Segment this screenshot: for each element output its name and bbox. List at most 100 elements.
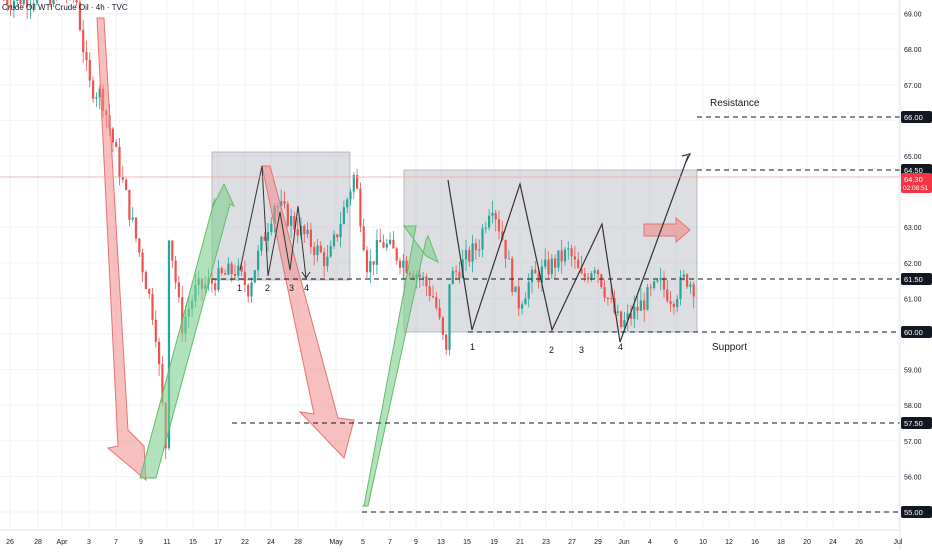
candle-body (604, 287, 606, 298)
resistance-label: Resistance (710, 98, 760, 109)
time-tick: 18 (777, 539, 785, 546)
candle-body (373, 261, 375, 265)
candle-body (366, 250, 368, 272)
time-tick: 4 (648, 539, 652, 546)
candle-body (89, 60, 91, 80)
candle-body (439, 308, 441, 318)
candle-body (283, 201, 285, 203)
candle-body (577, 260, 579, 269)
candle-body (224, 273, 226, 274)
right-count-3: 3 (579, 345, 584, 355)
chart-title: Crude Oil WTI Crude Oil · 4h · TVC (2, 3, 128, 12)
candle-body (313, 247, 315, 255)
time-tick: 21 (516, 539, 524, 546)
candle-body (382, 242, 384, 247)
candle-body (544, 260, 546, 267)
candle-body (511, 258, 513, 292)
candle-body (396, 248, 398, 260)
time-tick: Apr (57, 539, 69, 546)
candle-body (485, 227, 487, 228)
price-tick: 67.00 (904, 83, 922, 90)
candle-body (521, 304, 523, 308)
candle-body (551, 258, 553, 274)
time-tick: 23 (542, 539, 550, 546)
candle-body (660, 278, 662, 281)
candle-body (653, 281, 655, 287)
candle-body (320, 246, 322, 253)
candle-body (128, 190, 130, 220)
candle-body (231, 264, 233, 274)
candle-body (432, 296, 434, 297)
badge-66: 66.00 (904, 113, 923, 122)
support-label: Support (712, 342, 747, 353)
candle-body (679, 277, 681, 299)
candle-body (534, 270, 536, 274)
candle-body (267, 232, 269, 241)
candle-body (472, 243, 474, 261)
candle-body (574, 256, 576, 259)
candle-body (435, 297, 437, 308)
candle-body (656, 280, 658, 281)
candle-body (221, 268, 223, 273)
candle-body (227, 264, 229, 275)
candle-body (125, 180, 127, 190)
time-tick: 28 (294, 539, 302, 546)
time-tick: 15 (463, 539, 471, 546)
candle-body (673, 304, 675, 307)
left-count-3: 3 (289, 283, 294, 293)
left-count-4: 4 (304, 283, 309, 293)
candle-body (528, 282, 530, 298)
candle-body (389, 240, 391, 244)
time-tick: 13 (437, 539, 445, 546)
candle-body (287, 204, 289, 226)
price-tick: 62.00 (904, 261, 922, 268)
candle-body (452, 271, 454, 284)
candle-body (584, 273, 586, 277)
price-tick: 68.00 (904, 47, 922, 54)
time-tick: 5 (361, 539, 365, 546)
candle-body (178, 282, 180, 297)
candle-body (488, 216, 490, 228)
candle-body (597, 270, 599, 274)
candle-body (448, 284, 450, 350)
candle-body (326, 257, 328, 266)
candle-body (95, 97, 97, 98)
candle-body (353, 175, 355, 192)
candle-body (514, 286, 516, 292)
candle-body (610, 298, 612, 299)
candle-body (617, 311, 619, 312)
candle-body (310, 230, 312, 247)
left-count-2: 2 (265, 283, 270, 293)
time-tick: 26 (855, 539, 863, 546)
candle-body (369, 261, 371, 272)
time-tick: Jun (618, 539, 629, 546)
candle-body (693, 284, 695, 296)
price-tick: 61.00 (904, 296, 922, 303)
candle-body (92, 80, 94, 98)
candle-body (132, 218, 134, 220)
time-tick: 7 (388, 539, 392, 546)
badge-61-5: 61.50 (904, 275, 923, 284)
price-tick: 65.00 (904, 154, 922, 161)
candle-body (330, 246, 332, 257)
candle-body (475, 243, 477, 250)
candle-body (171, 241, 173, 261)
time-tick: Jul (894, 539, 903, 546)
candle-body (16, 0, 18, 1)
time-tick: 6 (674, 539, 678, 546)
candle-body (637, 307, 639, 311)
candle-body (290, 216, 292, 226)
candle-body (465, 250, 467, 260)
candle-body (151, 294, 153, 320)
candle-body (650, 287, 652, 288)
candle-body (567, 248, 569, 249)
candle-body (676, 299, 678, 307)
time-tick: 28 (34, 539, 42, 546)
candle-body (138, 239, 140, 253)
candle-body (76, 0, 78, 2)
candle-body (402, 260, 404, 267)
candle-body (376, 240, 378, 265)
candle-body (518, 286, 520, 308)
candle-body (508, 258, 510, 259)
